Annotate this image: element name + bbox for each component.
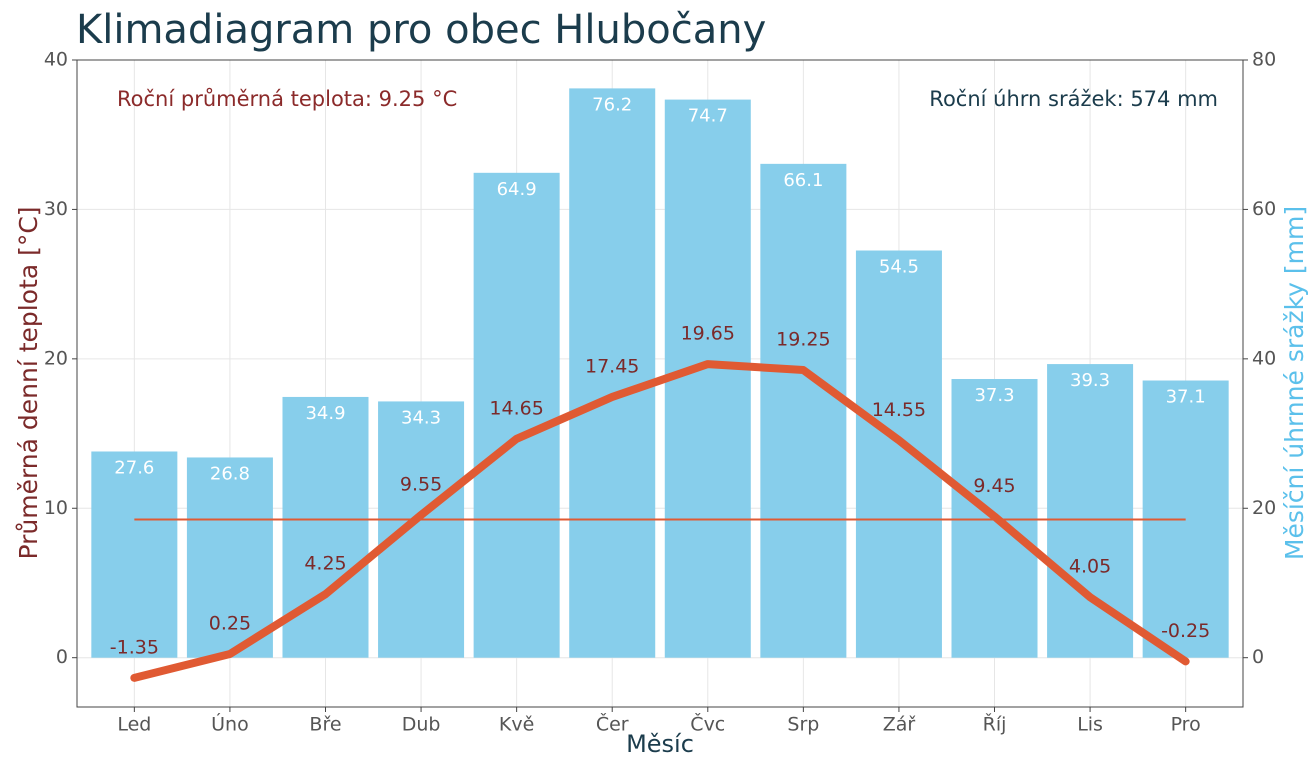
bar: [1047, 364, 1134, 658]
bar: [282, 396, 369, 658]
annotation: Roční úhrn srážek: 574 mm: [929, 87, 1218, 111]
line-label: 17.45: [585, 355, 639, 377]
y-axis-label: Průměrná denní teplota [°C]: [14, 206, 43, 559]
x-tick-label: Srp: [787, 714, 819, 736]
x-tick-label: Led: [117, 714, 151, 736]
bar: [569, 88, 656, 658]
x-axis-label: Měsíc: [626, 730, 694, 758]
line-label: -0.25: [1161, 620, 1210, 642]
bar-label: 76.2: [592, 94, 632, 115]
x-tick-label: Dub: [402, 714, 441, 736]
y-tick-label: 30: [44, 198, 68, 220]
line-label: 0.25: [209, 612, 251, 634]
y-tick-label: 20: [44, 347, 68, 369]
bar-label: 54.5: [879, 257, 919, 278]
y2-tick-label: 40: [1252, 347, 1276, 369]
x-tick-label: Kvě: [499, 714, 534, 736]
bar-label: 37.3: [974, 385, 1014, 406]
line-label: 9.45: [973, 475, 1015, 497]
y2-axis-label: Měsíční úhrnné srážky [mm]: [1280, 206, 1309, 560]
y-tick-label: 0: [56, 646, 68, 668]
x-tick-label: Úno: [211, 712, 249, 736]
line-label: 4.25: [304, 553, 346, 575]
temperature-line: [130, 360, 1190, 682]
x-tick-label: Čvc: [690, 712, 725, 736]
bar: [855, 250, 942, 658]
bar-label: 34.9: [305, 403, 345, 424]
bar: [664, 99, 751, 658]
bar-label: 39.3: [1070, 370, 1110, 391]
y2-tick-label: 80: [1252, 49, 1276, 71]
bar-label: 74.7: [688, 106, 728, 127]
line-label: 4.05: [1069, 556, 1111, 578]
bar-label: 66.1: [783, 170, 823, 191]
line-label: 19.65: [681, 323, 735, 345]
x-tick-label: Říj: [983, 713, 1007, 736]
line-label: -1.35: [110, 636, 159, 658]
bar: [91, 451, 178, 658]
y2-tick-label: 0: [1252, 646, 1264, 668]
bar-label: 27.6: [114, 457, 154, 478]
y2-tick-label: 60: [1252, 198, 1276, 220]
x-tick-label: Bře: [309, 714, 341, 736]
annotation: Roční průměrná teplota: 9.25 °C: [117, 87, 457, 111]
bar-label: 34.3: [401, 407, 441, 428]
line-label: 9.55: [400, 473, 442, 495]
marks: 27.6 26.8 34.9 34.3 64.9 76.2 74.7 66.1 54.5 37.3…: [91, 88, 1229, 682]
y-tick-label: 10: [44, 497, 68, 519]
bar: [473, 172, 560, 658]
chart-title: Klimadiagram pro obec Hlubočany: [76, 7, 766, 53]
line-label: 19.25: [776, 329, 830, 351]
x-tick-label: Pro: [1171, 714, 1201, 736]
bar-label: 37.1: [1166, 387, 1206, 408]
x-tick-label: Lis: [1077, 714, 1103, 736]
y2-tick-label: 20: [1252, 497, 1276, 519]
bar: [760, 163, 847, 658]
bar-label: 64.9: [497, 179, 537, 200]
bar-label: 26.8: [210, 463, 250, 484]
bar: [186, 457, 273, 658]
line-label: 14.65: [489, 397, 543, 419]
x-tick-label: Zář: [883, 714, 916, 736]
line-label: 14.55: [872, 399, 926, 421]
bar: [378, 401, 465, 658]
y-tick-label: 40: [44, 49, 68, 71]
x-tick-label: Čer: [596, 712, 629, 736]
plot-frame: [76, 59, 1244, 708]
